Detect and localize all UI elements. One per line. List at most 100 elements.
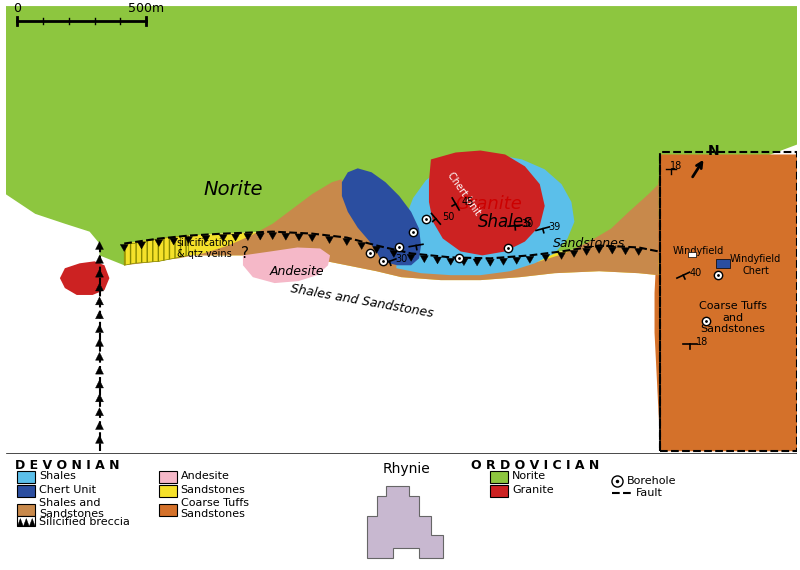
Polygon shape — [95, 242, 103, 250]
Polygon shape — [429, 150, 545, 255]
Polygon shape — [513, 258, 521, 264]
Bar — [490, 485, 508, 497]
Text: Norite: Norite — [512, 471, 546, 481]
Polygon shape — [23, 519, 30, 527]
Polygon shape — [358, 242, 366, 250]
Text: 50: 50 — [442, 212, 454, 222]
Polygon shape — [622, 248, 630, 255]
Polygon shape — [269, 233, 277, 239]
Text: Borehole: Borehole — [627, 476, 676, 486]
Polygon shape — [343, 239, 350, 246]
Text: 18: 18 — [670, 161, 682, 172]
Polygon shape — [6, 6, 797, 265]
Text: 0: 0 — [14, 2, 22, 15]
Text: Granite: Granite — [455, 195, 522, 213]
Polygon shape — [526, 256, 534, 263]
Polygon shape — [308, 235, 316, 242]
Polygon shape — [99, 179, 658, 280]
Text: Rhynie: Rhynie — [382, 462, 430, 476]
Polygon shape — [282, 233, 290, 240]
Polygon shape — [120, 245, 128, 251]
Text: O R D O V I C I A N: O R D O V I C I A N — [470, 459, 599, 472]
Text: 39: 39 — [549, 222, 561, 231]
Polygon shape — [558, 253, 566, 259]
Text: 500m: 500m — [128, 2, 164, 15]
Text: ?: ? — [241, 246, 249, 261]
Bar — [18, 504, 35, 516]
Polygon shape — [473, 259, 481, 266]
Polygon shape — [634, 249, 642, 255]
Text: 40: 40 — [689, 268, 702, 278]
Text: Norite: Norite — [203, 180, 263, 198]
Polygon shape — [95, 408, 103, 416]
Polygon shape — [219, 235, 227, 242]
Polygon shape — [18, 519, 23, 527]
Polygon shape — [542, 254, 550, 261]
Polygon shape — [582, 249, 590, 255]
Polygon shape — [390, 250, 398, 258]
Polygon shape — [295, 234, 303, 241]
Text: Sandstones: Sandstones — [181, 485, 246, 495]
Polygon shape — [95, 422, 103, 430]
Polygon shape — [326, 237, 334, 243]
Polygon shape — [243, 247, 330, 283]
Text: 30: 30 — [395, 254, 407, 264]
Text: Chert Unit: Chert Unit — [39, 485, 96, 495]
Text: Windyfield
Chert: Windyfield Chert — [730, 254, 781, 276]
Polygon shape — [95, 325, 103, 332]
Polygon shape — [570, 250, 578, 258]
Polygon shape — [366, 486, 443, 558]
Bar — [159, 485, 177, 497]
Polygon shape — [595, 246, 603, 254]
Polygon shape — [30, 519, 35, 527]
Polygon shape — [124, 235, 189, 265]
Polygon shape — [486, 259, 494, 266]
Polygon shape — [138, 242, 146, 249]
Text: Coarse Tuffs
and
Sandstones: Coarse Tuffs and Sandstones — [698, 301, 766, 335]
Text: N: N — [708, 144, 719, 158]
Polygon shape — [434, 257, 442, 264]
Polygon shape — [95, 297, 103, 305]
Polygon shape — [420, 256, 428, 263]
Text: Shales and Sandstones: Shales and Sandstones — [290, 282, 434, 320]
Polygon shape — [499, 258, 507, 265]
Polygon shape — [170, 238, 178, 245]
Text: Andesite: Andesite — [181, 471, 230, 481]
Polygon shape — [60, 261, 110, 295]
Text: Shales and
Sandstones: Shales and Sandstones — [39, 498, 104, 519]
Text: silicification
& qtz veins: silicification & qtz veins — [177, 238, 234, 259]
Bar — [490, 471, 508, 483]
Bar — [18, 471, 35, 483]
Polygon shape — [95, 255, 103, 263]
Polygon shape — [95, 339, 103, 347]
Polygon shape — [185, 237, 193, 243]
Polygon shape — [407, 254, 415, 261]
Text: Chert Unit: Chert Unit — [445, 170, 482, 217]
Bar — [688, 253, 696, 258]
Text: Shales: Shales — [39, 471, 76, 481]
Polygon shape — [155, 239, 163, 246]
Polygon shape — [231, 234, 239, 241]
Text: Silicified breccia: Silicified breccia — [39, 516, 130, 527]
Text: Shales: Shales — [478, 213, 533, 231]
Polygon shape — [95, 366, 103, 374]
Polygon shape — [373, 246, 381, 254]
Polygon shape — [95, 269, 103, 277]
Polygon shape — [654, 154, 797, 451]
Polygon shape — [244, 234, 252, 241]
Text: Fault: Fault — [636, 488, 662, 498]
Text: Andesite: Andesite — [270, 264, 325, 278]
Polygon shape — [95, 380, 103, 388]
Bar — [18, 516, 35, 527]
Polygon shape — [256, 233, 264, 240]
Bar — [18, 485, 35, 497]
Text: 30: 30 — [521, 219, 534, 229]
Text: D E V O N I A N: D E V O N I A N — [14, 459, 119, 472]
Polygon shape — [202, 235, 210, 242]
Text: 18: 18 — [696, 337, 708, 348]
Polygon shape — [396, 154, 574, 275]
Polygon shape — [608, 247, 616, 254]
Bar — [159, 504, 177, 516]
Polygon shape — [460, 259, 468, 266]
Text: Granite: Granite — [512, 485, 554, 495]
